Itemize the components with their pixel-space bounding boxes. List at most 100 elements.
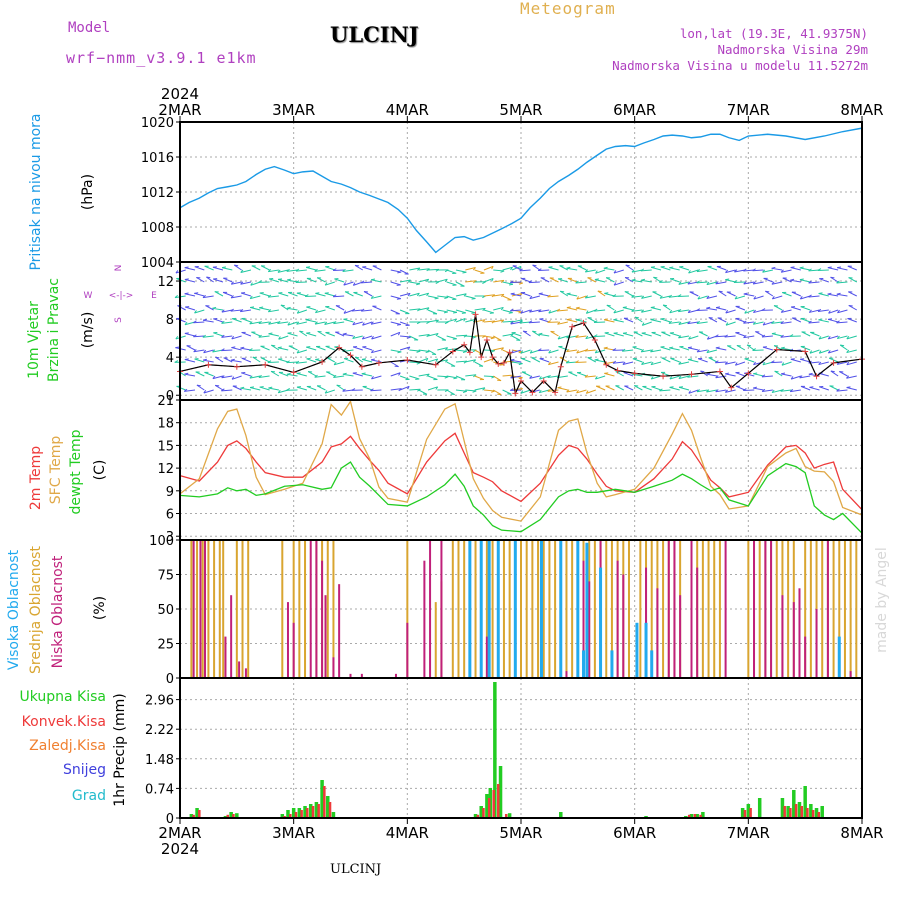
wind-barb-head: [640, 278, 646, 281]
wind-barb: [800, 318, 811, 323]
cloud-bar-mid_cloud: [650, 540, 653, 678]
wind-barb: [669, 347, 680, 351]
wind-barb-head: [520, 350, 524, 354]
wind-barb-head: [258, 280, 263, 283]
wind-barb: [271, 344, 280, 351]
wind-barb-head: [360, 280, 365, 284]
wind-barb: [306, 277, 317, 283]
wind-barb-head: [332, 294, 337, 298]
cloud-bar-mid_cloud: [520, 540, 522, 678]
cloud-bar-mid_cloud: [281, 540, 284, 678]
precip-bar-total_precip: [757, 798, 762, 818]
wind-barb: [829, 385, 839, 391]
wind-barb: [634, 316, 643, 323]
wind-barb-head: [780, 346, 785, 349]
wind-barb-head: [538, 332, 543, 335]
wind-barb: [316, 277, 326, 283]
wind-barb: [483, 277, 494, 283]
wind-barb: [370, 279, 382, 283]
ytick-label-precip: 2.96: [145, 694, 174, 709]
wind-barb-head: [828, 310, 831, 314]
wind-barb: [696, 321, 708, 324]
wind-barb: [800, 306, 811, 311]
ytick-label-precip: 0: [166, 812, 174, 827]
wind-barb-head: [500, 319, 505, 323]
precip-bar-total_precip: [498, 766, 503, 818]
wind-barb: [613, 281, 624, 286]
wind-barb-head: [491, 278, 494, 282]
wind-barb: [502, 281, 514, 285]
wind-barb-head: [231, 336, 235, 340]
wind-barb-head: [827, 292, 832, 295]
wind-barb-head: [215, 384, 220, 387]
wind-barb-head: [463, 293, 467, 297]
wind-barb: [400, 335, 411, 338]
wind-barb: [354, 264, 364, 271]
wind-barb: [799, 267, 811, 271]
wind-barb: [465, 309, 476, 314]
wind-speed-marker: [569, 323, 576, 330]
wind-barb: [371, 349, 382, 354]
wind-barb-head: [789, 334, 794, 337]
wind-barb: [193, 335, 205, 338]
wind-barb: [493, 347, 504, 351]
wind-barb-head: [174, 360, 179, 363]
wind-speed-marker: [205, 361, 212, 368]
wind-barb-head: [566, 292, 571, 295]
wind-barb: [511, 265, 522, 271]
wind-barb: [221, 389, 233, 392]
wind-barb-head: [761, 374, 766, 378]
precip-bar-conv_precip: [311, 806, 315, 818]
wind-barb: [268, 333, 279, 337]
wind-barb-head: [593, 334, 598, 337]
wind-barb-head: [828, 318, 833, 320]
precip-bar-total_precip: [485, 794, 489, 818]
wind-speed-marker: [614, 367, 621, 374]
wind-barb: [624, 277, 634, 283]
wind-barb-head: [734, 269, 738, 273]
wind-barb: [799, 279, 811, 283]
cloud-bar-low_cloud: [690, 540, 693, 678]
wind-barb: [659, 295, 671, 299]
wind-barb: [605, 277, 615, 283]
cloud-bar-low_cloud: [753, 540, 756, 678]
wind-barb-head: [435, 358, 439, 362]
wind-barb-head: [752, 348, 756, 351]
wind-barb-head: [352, 335, 356, 339]
wind-barb: [252, 356, 261, 363]
wind-barb-head: [827, 336, 831, 340]
wind-barb: [286, 279, 298, 283]
wind-barb-head: [771, 266, 776, 269]
wind-barb-head: [397, 332, 401, 336]
wind-barb: [221, 267, 233, 271]
cloud-bar-low_cloud: [192, 540, 195, 678]
wind-barb-head: [715, 334, 719, 338]
wind-barb: [837, 335, 848, 340]
model-name: wrf−nmm_v3.9.1 e1km: [66, 49, 257, 67]
wind-speed-marker: [449, 348, 456, 355]
wind-barb: [409, 349, 421, 352]
wind-barb: [278, 292, 289, 297]
wind-barb-head: [333, 374, 337, 378]
cloud-bar-mid_cloud: [627, 540, 630, 678]
wind-barb: [594, 359, 606, 363]
wind-speed-marker: [688, 371, 695, 378]
wind-barb-head: [678, 308, 682, 312]
wind-barb: [510, 293, 522, 297]
wind-barb-head: [640, 268, 645, 272]
wind-barb: [361, 358, 373, 363]
wind-barb-head: [659, 388, 663, 392]
wind-barb: [483, 309, 494, 314]
cloud-bar-low_cloud: [781, 595, 784, 678]
wind-barb: [725, 309, 736, 314]
wind-barb: [259, 292, 270, 297]
wind-barb-head: [799, 278, 804, 281]
cloud-bar-mid_cloud: [298, 540, 301, 678]
wind-barb-head: [836, 292, 841, 295]
wind-barb-head: [508, 312, 513, 314]
wind-barb: [427, 295, 439, 299]
wind-barb: [595, 269, 606, 274]
wind-barb: [446, 295, 457, 300]
wind-barb-head: [799, 296, 803, 300]
cloud-bar-low_cloud: [309, 540, 312, 678]
